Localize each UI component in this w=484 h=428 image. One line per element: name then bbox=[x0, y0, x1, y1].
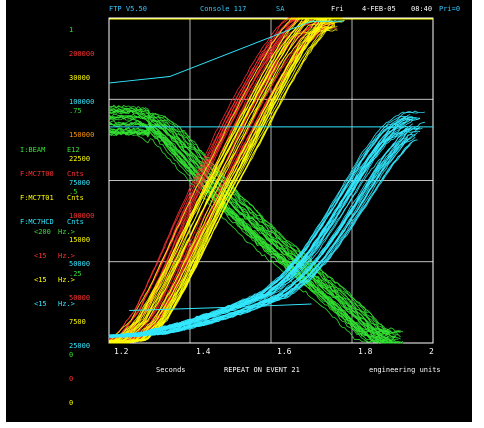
day-of-week: Fri bbox=[331, 5, 344, 13]
parameter-name: F:MC7T00 bbox=[20, 170, 54, 178]
trace bbox=[108, 25, 336, 344]
trace bbox=[108, 105, 392, 332]
trace bbox=[108, 17, 335, 344]
trace bbox=[108, 113, 401, 334]
parameter-name: F:MC7HCD bbox=[20, 218, 54, 226]
x-tick-4: 1.8 bbox=[358, 347, 373, 356]
scale-half: .5 100000 15000 50000 bbox=[69, 172, 94, 284]
parameter-t01[interactable]: F:MC7T01 Cnts bbox=[20, 194, 84, 202]
rate-hcd: <15 Hz.> bbox=[34, 300, 75, 308]
trace bbox=[108, 119, 401, 340]
scale-q1-cyan: 25000 bbox=[69, 342, 91, 350]
scale-top-axis: 1 bbox=[69, 26, 74, 34]
x-tick-2: 1.4 bbox=[196, 347, 211, 356]
console-number: Console 117 bbox=[200, 5, 247, 13]
trace bbox=[108, 20, 344, 84]
priority: Pri=0 bbox=[439, 5, 461, 13]
trace bbox=[108, 124, 392, 344]
scale-q1: .25 50000 7500 25000 bbox=[69, 254, 94, 366]
scale-zero-yellow: 0 bbox=[69, 399, 74, 407]
trace bbox=[108, 132, 418, 338]
series-f-mc7hcd-flat bbox=[108, 18, 433, 311]
trace bbox=[108, 17, 326, 344]
time: 08:40 bbox=[411, 5, 433, 13]
plot-mode: SA bbox=[276, 5, 285, 13]
scale-q3: .75 150000 22500 75000 bbox=[69, 91, 94, 203]
scale-half-red: 100000 bbox=[69, 212, 95, 220]
scale-half-yellow: 15000 bbox=[69, 236, 91, 244]
parameter-name: F:MC7T01 bbox=[20, 194, 54, 202]
trace bbox=[108, 108, 404, 334]
rate-t01: <15 Hz.> bbox=[34, 276, 75, 284]
scale-zero-axis: 0 bbox=[69, 351, 74, 359]
parameter-unit: Cnts bbox=[67, 218, 84, 226]
trace bbox=[109, 127, 423, 337]
units-mode: engineering units bbox=[369, 366, 441, 374]
trace bbox=[108, 17, 333, 344]
parameter-unit: E12 bbox=[67, 146, 80, 154]
parameter-t00[interactable]: F:MC7T00 Cnts bbox=[20, 170, 84, 178]
date: 4-FEB-05 bbox=[362, 5, 396, 13]
scale-zero: 0 0 0 0 bbox=[69, 335, 94, 422]
trace bbox=[108, 21, 343, 343]
scale-half-cyan: 50000 bbox=[69, 260, 91, 268]
scale-top-yellow: 30000 bbox=[69, 74, 91, 82]
parameter-unit: Cnts bbox=[67, 170, 84, 178]
parameter-beam[interactable]: I:BEAM E12 bbox=[20, 146, 80, 154]
x-tick-5: 2 bbox=[429, 347, 434, 356]
scale-q3-red: 150000 bbox=[69, 131, 95, 139]
trace bbox=[108, 123, 394, 341]
trace bbox=[108, 104, 389, 332]
plot-frame bbox=[108, 17, 434, 344]
trace bbox=[109, 17, 326, 344]
parameter-name: I:BEAM bbox=[20, 146, 46, 154]
rate-list: <200 Hz.> <15 Hz.> <15 Hz.> <15 Hz.> bbox=[34, 212, 75, 324]
trace bbox=[108, 129, 404, 344]
trace bbox=[108, 17, 335, 341]
scale-q1-axis: .25 bbox=[69, 270, 82, 278]
series-f-mc7hcd bbox=[108, 110, 425, 339]
parameter-list: I:BEAM E12 F:MC7T00 Cnts F:MC7T01 Cnts F:MC… bbox=[20, 130, 84, 242]
scale-q3-cyan: 75000 bbox=[69, 179, 91, 187]
rate-t00: <15 Hz.> bbox=[34, 252, 75, 260]
trace bbox=[108, 17, 328, 342]
trace bbox=[108, 121, 389, 341]
scale-zero-red: 0 bbox=[69, 375, 74, 383]
scale-q1-red: 50000 bbox=[69, 294, 91, 302]
parameter-hcd[interactable]: F:MC7HCD Cnts bbox=[20, 218, 84, 226]
trace bbox=[108, 127, 418, 337]
scale-q3-yellow: 22500 bbox=[69, 155, 91, 163]
scale-q1-yellow: 7500 bbox=[69, 318, 86, 326]
plot-canvas bbox=[108, 17, 434, 344]
x-tick-1: 1.2 bbox=[114, 347, 129, 356]
trace bbox=[108, 123, 401, 344]
x-axis-label: Seconds bbox=[156, 366, 186, 374]
x-tick-3: 1.6 bbox=[277, 347, 292, 356]
trace bbox=[108, 130, 421, 337]
plot-display: FTP V5.50 Console 117 SA Fri 4-FEB-05 08… bbox=[6, 0, 472, 422]
parameter-unit: Cnts bbox=[67, 194, 84, 202]
plot-grid bbox=[108, 17, 434, 344]
trace bbox=[109, 111, 418, 336]
scale-half-axis: .5 bbox=[69, 188, 78, 196]
trace bbox=[108, 116, 401, 339]
trace bbox=[108, 17, 333, 342]
program-version: FTP V5.50 bbox=[109, 5, 147, 13]
trigger-event: REPEAT ON EVENT 21 bbox=[224, 366, 300, 374]
trace bbox=[108, 121, 425, 338]
rate-beam: <200 Hz.> bbox=[34, 228, 75, 236]
trace bbox=[108, 129, 411, 338]
trace bbox=[108, 24, 336, 344]
trace bbox=[108, 17, 333, 344]
trace bbox=[129, 303, 312, 311]
series-i-beam bbox=[108, 104, 404, 344]
scale-top-cyan: 100000 bbox=[69, 98, 95, 106]
scale-q3-axis: .75 bbox=[69, 107, 82, 115]
trace bbox=[108, 126, 389, 342]
trace bbox=[108, 115, 392, 335]
scale-top: 1 200000 30000 100000 bbox=[69, 10, 94, 122]
series-f-mc7t01 bbox=[108, 17, 345, 344]
scale-top-red: 200000 bbox=[69, 50, 95, 58]
